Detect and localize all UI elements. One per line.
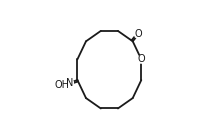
Circle shape — [66, 79, 73, 86]
Text: O: O — [138, 54, 145, 64]
Circle shape — [58, 80, 67, 90]
Text: N: N — [66, 78, 73, 88]
Text: OH: OH — [55, 80, 70, 90]
Circle shape — [135, 31, 142, 38]
Text: O: O — [135, 30, 142, 39]
Circle shape — [138, 55, 145, 63]
